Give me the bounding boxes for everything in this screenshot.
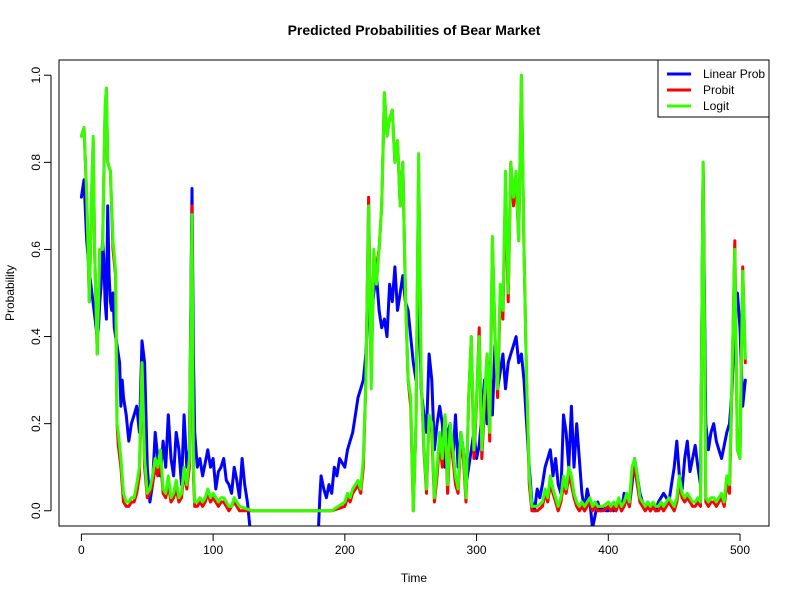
y-tick-label: 0.6 bbox=[29, 241, 43, 258]
y-tick-label: 0.2 bbox=[29, 415, 43, 432]
x-axis-label: Time bbox=[401, 571, 428, 585]
y-tick-label: 1.0 bbox=[29, 67, 43, 84]
legend: Linear Prob Probit Logit bbox=[657, 59, 770, 118]
legend-label-logit: Logit bbox=[703, 99, 730, 113]
plot-frame bbox=[58, 59, 770, 527]
legend-label-probit: Probit bbox=[703, 83, 735, 97]
x-tick-label: 500 bbox=[730, 543, 750, 557]
y-axis: 0.0 0.2 0.4 0.6 0.8 1.0 bbox=[29, 67, 52, 519]
y-tick-label: 0.8 bbox=[29, 154, 43, 171]
legend-label-linear-prob: Linear Prob bbox=[703, 67, 765, 81]
series-line-logit bbox=[79, 73, 747, 513]
x-tick-label: 400 bbox=[598, 543, 618, 557]
x-tick-label: 100 bbox=[203, 543, 223, 557]
x-tick-label: 300 bbox=[467, 543, 487, 557]
chart-title: Predicted Probabilities of Bear Market bbox=[288, 22, 541, 38]
plot-area bbox=[79, 73, 747, 526]
y-axis-label: Probability bbox=[3, 265, 17, 321]
x-tick-label: 200 bbox=[335, 543, 355, 557]
y-tick-label: 0.4 bbox=[29, 328, 43, 345]
x-tick-label: 0 bbox=[78, 543, 85, 557]
y-tick-label: 0.0 bbox=[29, 502, 43, 519]
x-axis: 0 100 200 300 400 500 bbox=[78, 533, 750, 557]
